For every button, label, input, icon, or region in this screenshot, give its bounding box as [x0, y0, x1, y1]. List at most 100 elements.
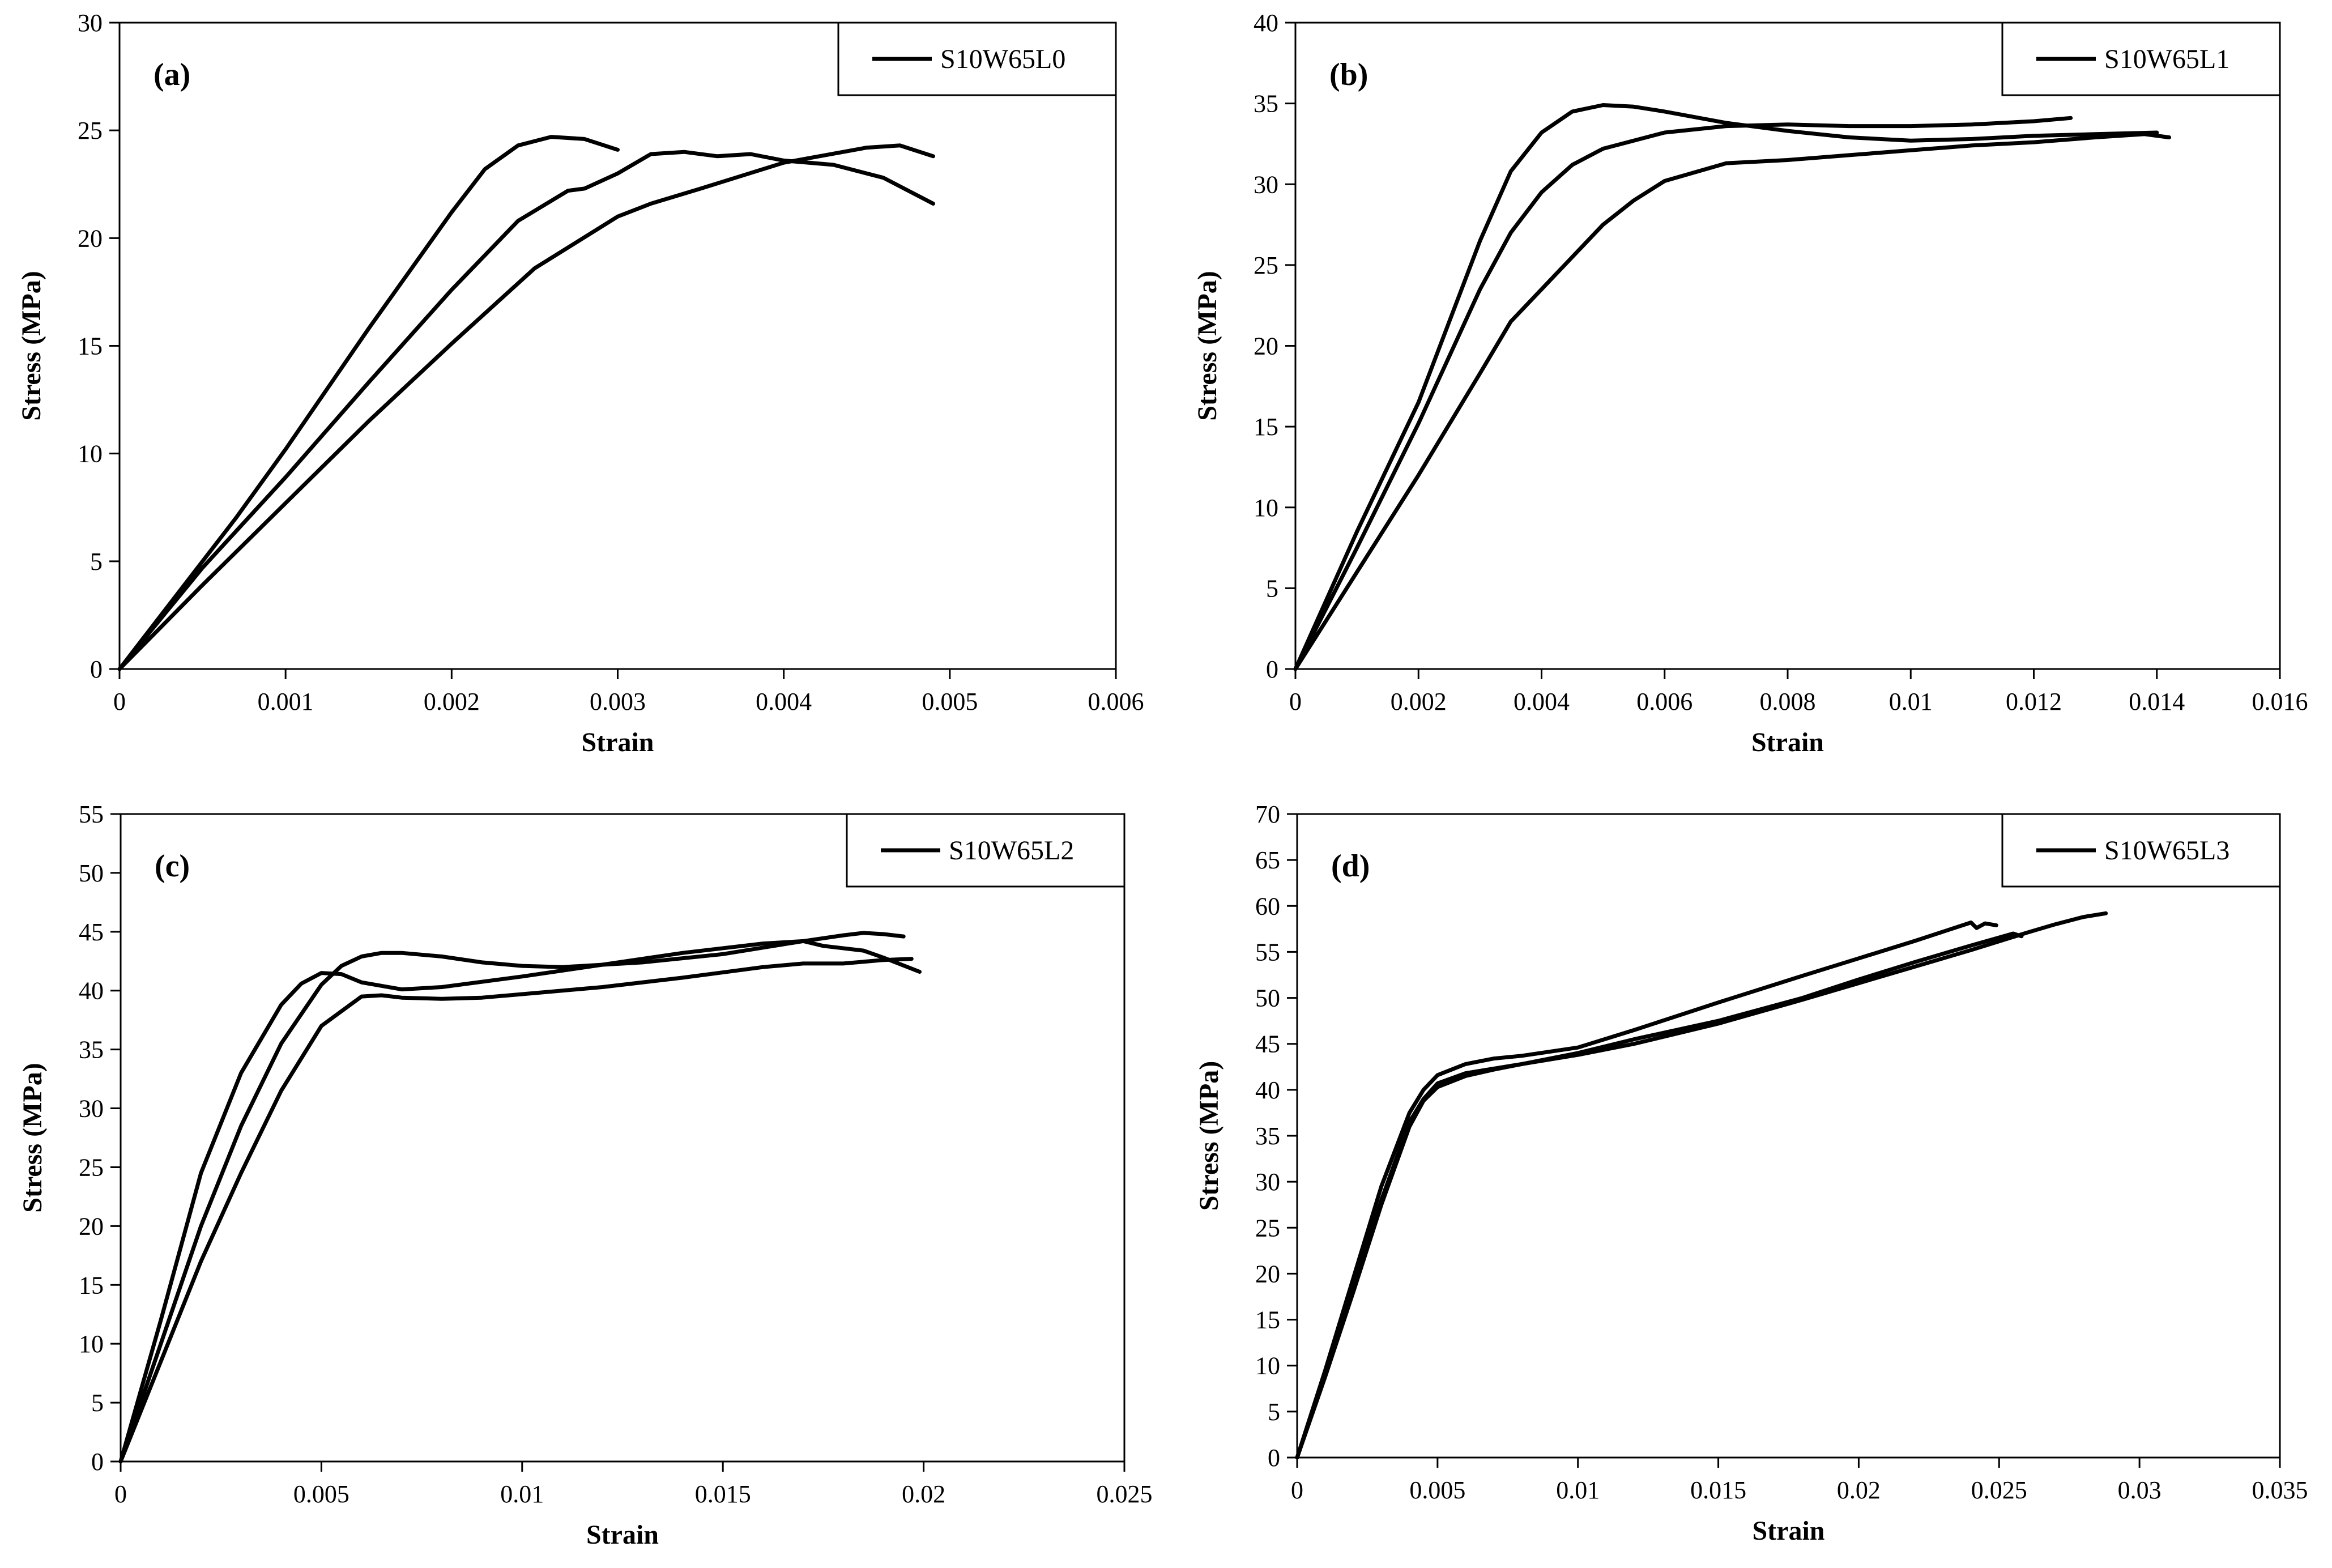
legend-label: S10W65L1: [2104, 44, 2229, 74]
x-tick-label: 0.035: [2252, 1476, 2308, 1504]
y-tick-label: 20: [1255, 1260, 1280, 1288]
chart-panel-2: 0 0.002 0.004 0.006 0.008 0.01 0.012 0.014 0.016…: [1192, 9, 2308, 757]
x-tick-label: 0.005: [293, 1480, 349, 1508]
legend: S10W65L1: [2001, 22, 2281, 96]
panel-label: (c): [155, 849, 190, 884]
x-tick-label: 0.008: [1760, 688, 1816, 715]
y-tick-label: 20: [78, 224, 103, 252]
y-axis-title: Stress (MPa): [1194, 1061, 1224, 1211]
x-tick-label: 0.015: [1690, 1476, 1746, 1504]
series-line-1: [1293, 103, 2159, 671]
chart-panel-1: 0 0.001 0.002 0.003 0.004 0.005 0.006 0 5 10 15 20 2…: [16, 9, 1144, 757]
series-line-2: [1293, 116, 2073, 671]
y-tick-label: 55: [1255, 938, 1280, 966]
x-tick-label: 0.004: [1514, 688, 1570, 715]
y-tick-label: 25: [78, 117, 103, 144]
x-tick-label: 0.006: [1088, 688, 1144, 715]
x-tick-label: 0.016: [2252, 688, 2308, 715]
legend-label: S10W65L2: [949, 836, 1074, 866]
y-tick-label: 10: [1255, 1352, 1280, 1380]
panel-label: (a): [154, 57, 190, 92]
series-line-3: [1293, 132, 2171, 671]
chart-panel-3: 0 0.005 0.01 0.015 0.02 0.025 0 5 10 15 20 25 30 35 40…: [18, 800, 1153, 1550]
x-tick-label: 0: [1289, 688, 1302, 715]
y-tick-label: 35: [1254, 90, 1278, 118]
y-tick-label: 50: [79, 859, 104, 887]
legend: S10W65L3: [2001, 813, 2281, 888]
panel-label: (b): [1329, 57, 1368, 92]
x-tick-label: 0.005: [1409, 1476, 1465, 1504]
x-axis-title: Strain: [1751, 727, 1824, 757]
series-line-1: [118, 939, 922, 1464]
x-tick-label: 0.006: [1636, 688, 1692, 715]
legend: S10W65L2: [846, 813, 1126, 888]
x-tick-label: 0.03: [2118, 1476, 2162, 1504]
y-axis-title: Stress (MPa): [16, 271, 46, 420]
x-axis-title: Strain: [586, 1520, 659, 1550]
y-tick-label: 40: [79, 977, 104, 1005]
y-tick-label: 10: [1254, 494, 1278, 522]
y-tick-label: 20: [79, 1212, 104, 1240]
panel-label: (d): [1331, 849, 1370, 884]
y-tick-label: 25: [79, 1153, 104, 1181]
plot-frame: [1296, 813, 2281, 1459]
x-tick-label: 0: [1291, 1476, 1303, 1504]
y-tick-label: 30: [78, 9, 103, 37]
x-tick-label: 0.01: [1556, 1476, 1600, 1504]
y-tick-label: 5: [91, 1389, 104, 1417]
y-tick-label: 10: [78, 440, 103, 468]
y-tick-label: 55: [79, 800, 104, 828]
y-tick-label: 35: [79, 1036, 104, 1064]
y-tick-label: 30: [1254, 171, 1278, 198]
y-tick-label: 35: [1255, 1122, 1280, 1150]
y-tick-label: 45: [1255, 1030, 1280, 1058]
series-line-3: [1295, 931, 2024, 1460]
y-tick-label: 15: [79, 1271, 104, 1299]
series-line-3: [118, 957, 914, 1464]
x-tick-label: 0.02: [1837, 1476, 1881, 1504]
x-tick-label: 0.004: [756, 688, 812, 715]
y-axis-title: Stress (MPa): [1192, 271, 1222, 420]
chart-panel-4: 0 0.005 0.01 0.015 0.02 0.025 0.03 0.035 0 5 10 15 2…: [1194, 800, 2308, 1546]
y-axis-title: Stress (MPa): [18, 1063, 48, 1212]
x-tick-label: 0: [114, 1480, 127, 1508]
y-tick-label: 25: [1255, 1214, 1280, 1242]
series-line-3: [117, 143, 935, 671]
x-tick-label: 0.014: [2129, 688, 2185, 715]
y-tick-label: 0: [91, 1448, 104, 1476]
y-tick-label: 20: [1254, 333, 1278, 360]
x-tick-label: 0.005: [922, 688, 978, 715]
y-tick-label: 15: [1255, 1306, 1280, 1334]
y-tick-label: 25: [1254, 252, 1278, 279]
x-axis-title: Strain: [1752, 1516, 1824, 1546]
x-tick-label: 0.01: [1889, 688, 1933, 715]
y-tick-label: 0: [1268, 1444, 1280, 1472]
x-tick-label: 0.025: [1097, 1480, 1153, 1508]
x-tick-label: 0.025: [1971, 1476, 2027, 1504]
y-tick-label: 30: [79, 1095, 104, 1123]
plot-frame: [1294, 22, 2281, 670]
x-tick-label: 0: [113, 688, 126, 715]
x-tick-label: 0.015: [695, 1480, 751, 1508]
x-tick-label: 0.02: [902, 1480, 945, 1508]
x-tick-label: 0.012: [2006, 688, 2062, 715]
y-tick-label: 5: [1266, 574, 1278, 602]
legend-box: [846, 813, 1126, 888]
legend-label: S10W65L0: [940, 44, 1065, 74]
y-tick-label: 40: [1255, 1076, 1280, 1104]
y-tick-label: 15: [1254, 413, 1278, 441]
y-tick-label: 15: [78, 333, 103, 360]
x-axis-title: Strain: [581, 727, 654, 757]
y-tick-label: 45: [79, 918, 104, 946]
series-line-1: [1295, 921, 1998, 1460]
y-tick-label: 30: [1255, 1168, 1280, 1196]
legend-label: S10W65L3: [2104, 836, 2229, 866]
x-tick-label: 0.002: [424, 688, 480, 715]
y-tick-label: 60: [1255, 892, 1280, 920]
x-tick-label: 0.001: [258, 688, 314, 715]
y-tick-label: 70: [1255, 800, 1280, 828]
legend: S10W65L0: [837, 22, 1117, 96]
y-tick-label: 10: [79, 1330, 104, 1358]
y-tick-label: 40: [1254, 9, 1278, 37]
